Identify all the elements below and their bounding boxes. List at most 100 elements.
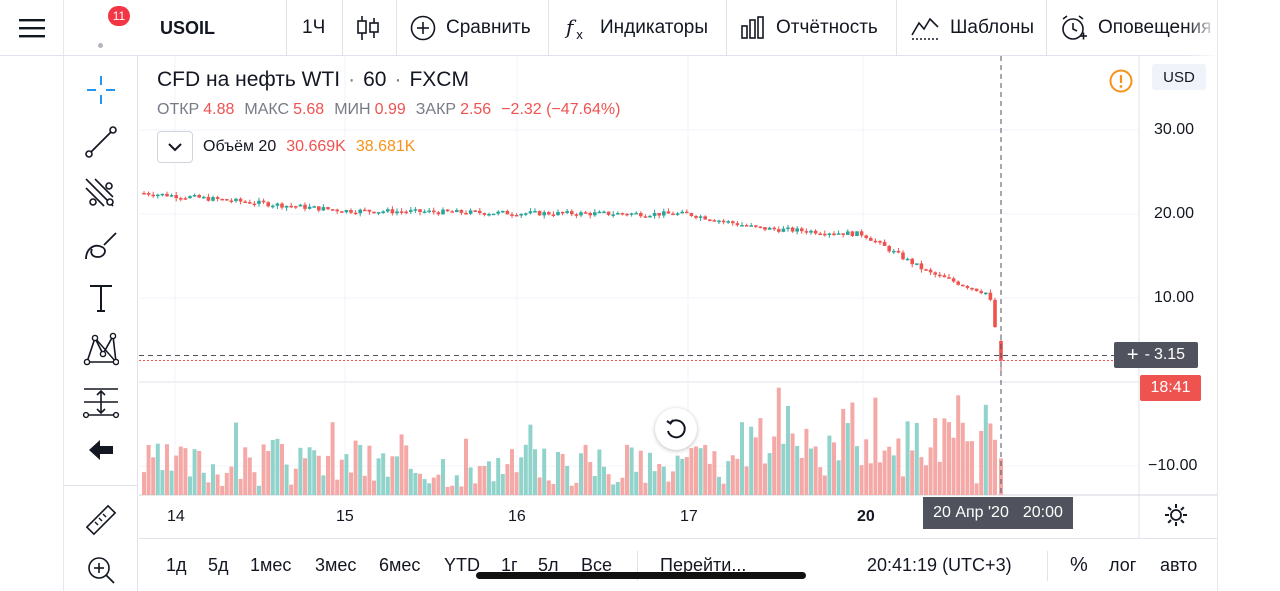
range-ytd[interactable]: YTD: [444, 555, 480, 575]
chart-type-button[interactable]: [356, 0, 380, 56]
text-tool[interactable]: [64, 278, 138, 318]
volume-bar: [730, 455, 735, 495]
candle-body: [307, 206, 312, 209]
price-chart[interactable]: [139, 56, 1217, 538]
candle-body: [533, 211, 537, 213]
collapse-legend-button[interactable]: [157, 131, 193, 163]
candle-body: [901, 252, 905, 260]
currency-badge[interactable]: USD: [1152, 64, 1206, 90]
timezone-clock[interactable]: 20:41:19 (UTC+3): [867, 555, 1012, 575]
zoom-tool[interactable]: [64, 550, 138, 590]
volume-bar: [818, 467, 823, 495]
range-5d[interactable]: 5д: [208, 555, 229, 575]
volume-bar: [910, 450, 915, 495]
candle-body: [436, 212, 441, 215]
candle-body: [560, 211, 565, 214]
volume-bar: [703, 444, 708, 495]
legend-title-row: CFD на нефть WTI · 60 · FXCM: [157, 68, 469, 91]
candle-body: [321, 207, 326, 211]
symbol-search[interactable]: USOIL: [160, 17, 216, 38]
candle-body: [574, 214, 579, 216]
range-5y[interactable]: 5л: [538, 555, 559, 575]
range-6m[interactable]: 6мес: [379, 555, 421, 575]
range-1y[interactable]: 1г: [501, 555, 518, 575]
volume-bar: [542, 448, 547, 495]
back-button[interactable]: [64, 430, 138, 470]
volume-bar: [868, 463, 873, 495]
time-tick-16: 16: [508, 508, 526, 525]
volume-bar: [988, 423, 993, 495]
fib-tool[interactable]: [64, 174, 138, 214]
volume-bar: [468, 467, 473, 495]
volume-bar: [192, 449, 197, 495]
chart-pane[interactable]: CFD на нефть WTI · 60 · FXCM ОТКР 4.88 МА…: [139, 56, 1217, 591]
reports-button[interactable]: Отчётность: [740, 0, 878, 56]
candle-body: [238, 198, 243, 202]
crosshair-tool[interactable]: [64, 70, 138, 110]
candle-body: [869, 237, 873, 241]
log-toggle[interactable]: лог: [1109, 555, 1137, 575]
range-all[interactable]: Все: [581, 555, 613, 575]
volume-bar: [565, 465, 570, 495]
compare-button[interactable]: Сравнить: [410, 0, 531, 56]
volume-bar: [316, 455, 321, 495]
candle-body: [174, 195, 178, 199]
volume-bar: [422, 479, 427, 495]
templates-button[interactable]: Шаблоны: [910, 0, 1034, 56]
candle-body: [919, 263, 924, 270]
trend-line-tool[interactable]: [64, 122, 138, 162]
volume-bar: [160, 470, 165, 495]
volume-bar: [753, 437, 758, 495]
settings-button[interactable]: [1164, 503, 1188, 532]
toolbar-fade: [1187, 0, 1217, 56]
ruler-tool[interactable]: [64, 500, 138, 540]
candle-body: [772, 227, 776, 230]
candle-body: [473, 210, 477, 212]
candle-body: [547, 212, 551, 215]
crosshair-price-tag[interactable]: + - 3.15: [1114, 342, 1198, 368]
candle-body: [160, 193, 165, 196]
volume-bar: [772, 436, 777, 495]
candle-body: [597, 211, 602, 214]
candle-body: [455, 209, 459, 213]
volume-bar: [243, 447, 248, 495]
warning-button[interactable]: [1109, 69, 1133, 98]
auto-toggle[interactable]: авто: [1160, 555, 1198, 575]
volume-bar: [983, 404, 988, 495]
menu-button[interactable]: 11: [0, 0, 125, 56]
volume-bar: [252, 472, 257, 495]
candle-body: [938, 274, 942, 277]
goto-date-button[interactable]: Перейти...: [660, 555, 747, 575]
volume-bar: [284, 464, 289, 495]
brush-tool[interactable]: [64, 226, 138, 266]
measure-tool[interactable]: [64, 382, 138, 422]
crosshair-price: 3.15: [1153, 346, 1186, 363]
pattern-tool[interactable]: [64, 330, 138, 370]
candle-body: [275, 203, 280, 206]
alerts-button[interactable]: Оповещения: [1060, 0, 1217, 56]
volume-bar: [381, 453, 386, 495]
high-label: МАКС: [244, 101, 290, 118]
volume-bar: [947, 422, 951, 495]
volume-bar: [307, 447, 312, 495]
candle-body: [317, 206, 321, 211]
range-1d[interactable]: 1д: [166, 555, 187, 575]
home-indicator: [476, 572, 806, 579]
range-3m[interactable]: 3мес: [315, 555, 357, 575]
candle-body: [183, 198, 188, 200]
interval-button[interactable]: 1Ч: [302, 17, 326, 38]
volume-bar: [776, 387, 781, 495]
candle-body: [367, 209, 372, 212]
candle-body: [689, 213, 694, 216]
candle-body: [639, 212, 643, 217]
range-1m[interactable]: 1мес: [250, 555, 292, 575]
volume-bar: [795, 445, 800, 495]
volume-bar: [620, 477, 625, 495]
volume-bar: [395, 456, 399, 495]
volume-bar: [289, 484, 294, 495]
reset-chart-button[interactable]: [655, 408, 697, 450]
volume-bar: [809, 448, 813, 495]
volume-bar: [606, 474, 611, 495]
percent-toggle[interactable]: %: [1070, 554, 1088, 576]
